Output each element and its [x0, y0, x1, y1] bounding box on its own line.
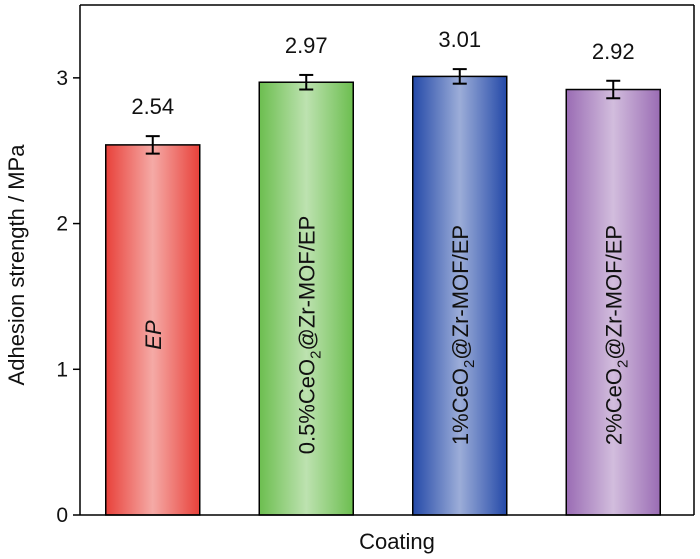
y-tick-label: 0 [56, 504, 68, 527]
category-label-suffix: @Zr-MOF/EP [448, 225, 473, 360]
data-label: 2.54 [131, 94, 174, 119]
bar [105, 144, 201, 516]
category-label-suffix: @Zr-MOF/EP [294, 216, 319, 351]
category-label-main: 1%CeO [448, 368, 473, 445]
data-label: 3.01 [438, 27, 481, 52]
y-axis-label: Adhesion strength / MPa [4, 144, 29, 386]
category-label-main: 2%CeO [601, 368, 626, 445]
y-tick-label: 3 [56, 67, 68, 90]
category-label: 2%CeO2@Zr-MOF/EP [601, 225, 631, 445]
y-tick-label: 2 [56, 213, 68, 236]
category-label: 0.5%CeO2@Zr-MOF/EP [294, 216, 324, 455]
bar [412, 75, 508, 516]
bars-layer [105, 68, 661, 516]
category-label-main: 0.5%CeO [294, 359, 319, 454]
category-label-main: EP [141, 320, 166, 350]
axes-layer: 0 1 2 3 [56, 4, 695, 527]
x-axis-label: Coating [359, 529, 435, 554]
data-label: 2.97 [285, 33, 328, 58]
category-label: 1%CeO2@Zr-MOF/EP [448, 225, 478, 445]
category-label-suffix: @Zr-MOF/EP [601, 225, 626, 360]
category-label-subscript: 2 [614, 360, 631, 368]
category-label: EP [141, 320, 166, 350]
data-label: 2.92 [592, 39, 635, 64]
category-label-subscript: 2 [461, 360, 478, 368]
y-tick-label: 1 [56, 358, 68, 381]
category-label-subscript: 2 [307, 351, 324, 359]
labels-layer: 2.54EP2.970.5%CeO2@Zr-MOF/EP3.011%CeO2@Z… [131, 27, 634, 454]
